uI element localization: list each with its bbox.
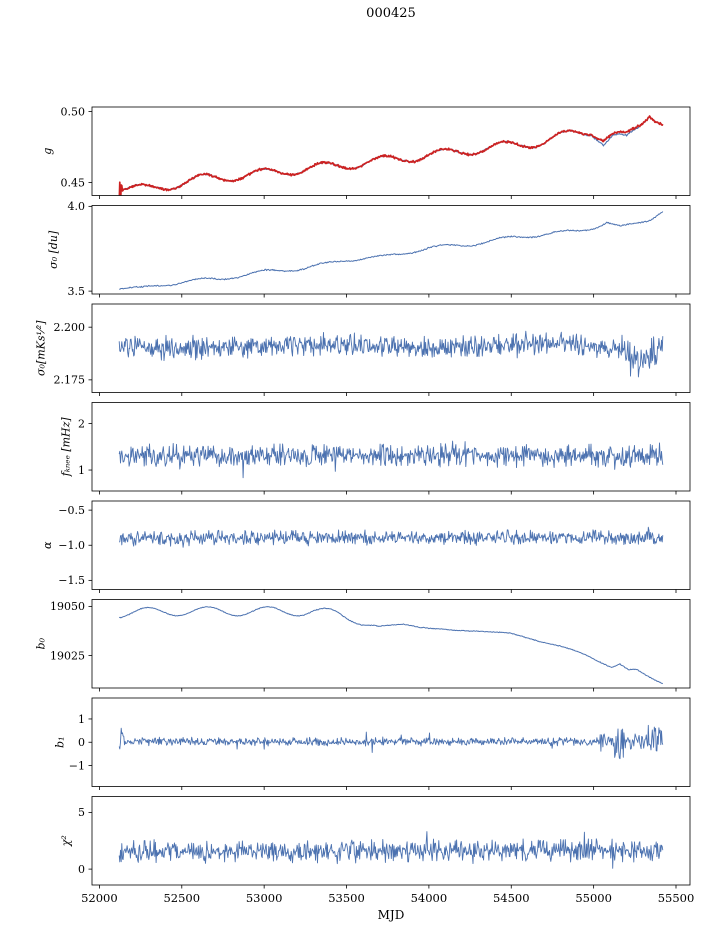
y-axis-label-b0: b₀	[35, 637, 48, 649]
y-axis-label-b1: b₁	[53, 737, 66, 748]
y-tick-label: −1	[69, 759, 85, 772]
x-tick-label: 54000	[411, 891, 448, 905]
x-tick-label: 52500	[163, 891, 200, 905]
series-line-b0	[119, 606, 664, 685]
series-line-g-data	[118, 115, 664, 196]
y-axis-label-sigma0-du: σ₀ [du]	[47, 230, 60, 269]
axes-frame	[91, 402, 691, 492]
y-axis-label-fknee: fₖₙₑₑ [mHz]	[60, 417, 73, 478]
x-tick-label: 54500	[493, 891, 530, 905]
axes-frame	[91, 796, 691, 886]
panel-sigma0-du: 3.5 4.0 σ₀ [du]	[47, 200, 691, 298]
axes-frame	[91, 599, 691, 689]
y-tick-label: 4.0	[68, 200, 86, 213]
y-tick-label: 2	[78, 417, 85, 430]
axes-frame	[91, 205, 691, 295]
panel-g: 0.45 0.50 g	[41, 105, 691, 199]
y-axis-label-sigma0-mks: σ₀[mKs¹⁄²]	[35, 320, 48, 376]
x-tick-label: 52000	[81, 891, 118, 905]
axes-frame	[91, 303, 691, 393]
y-axis-label-g: g	[41, 148, 54, 155]
series-line-b1	[118, 724, 664, 760]
series-line-sigma0-du	[119, 211, 664, 290]
axes-frame	[91, 106, 691, 196]
y-tick-label: 1	[78, 713, 85, 726]
y-tick-label: 3.5	[68, 285, 86, 298]
x-axis-label: MJD	[378, 908, 405, 922]
x-tick-label: 55000	[575, 891, 612, 905]
x-tick-label: 53500	[328, 891, 365, 905]
panel-alpha: −0.5 −1.0 −1.5 α	[41, 500, 691, 593]
panel-b0: 19025 19050 b₀	[35, 599, 691, 692]
y-tick-label: 19025	[50, 649, 85, 662]
y-tick-label: 2.200	[54, 321, 86, 334]
y-tick-label: −0.5	[58, 504, 85, 517]
x-tick-label: 55500	[658, 891, 695, 905]
panel-b1: 1 0 −1b₁	[53, 697, 691, 790]
y-tick-label: 0	[78, 736, 85, 749]
series-line-sigma0-mks	[118, 330, 664, 378]
panel-sigma0-mks: 2.175 2.200 σ₀[mKs¹⁄²]	[35, 303, 691, 396]
y-axis-label-alpha: α	[41, 541, 54, 549]
panel-chi2: 0 5 χ²	[60, 796, 691, 889]
y-tick-label: 2.175	[54, 374, 86, 387]
y-tick-label: 1	[78, 464, 85, 477]
y-tick-label: 19050	[50, 600, 85, 613]
y-tick-label: 0	[78, 863, 85, 876]
y-tick-label: 0.45	[61, 176, 86, 189]
y-tick-label: −1.0	[58, 539, 85, 552]
figure-title: 000425	[366, 6, 416, 21]
y-tick-label: 0.50	[61, 105, 86, 118]
panel-fknee: 1 2 fₖₙₑₑ [mHz]	[60, 402, 691, 495]
series-line-fknee	[118, 440, 664, 479]
y-axis-label-chi2: χ²	[60, 835, 73, 847]
y-tick-label: 5	[78, 806, 85, 819]
series-line-chi2	[118, 831, 664, 869]
series-line-alpha	[118, 526, 664, 548]
series-line-g-model	[119, 116, 663, 192]
x-tick-label: 53000	[246, 891, 283, 905]
axes-frame	[91, 500, 691, 590]
y-tick-label: −1.5	[58, 574, 85, 587]
